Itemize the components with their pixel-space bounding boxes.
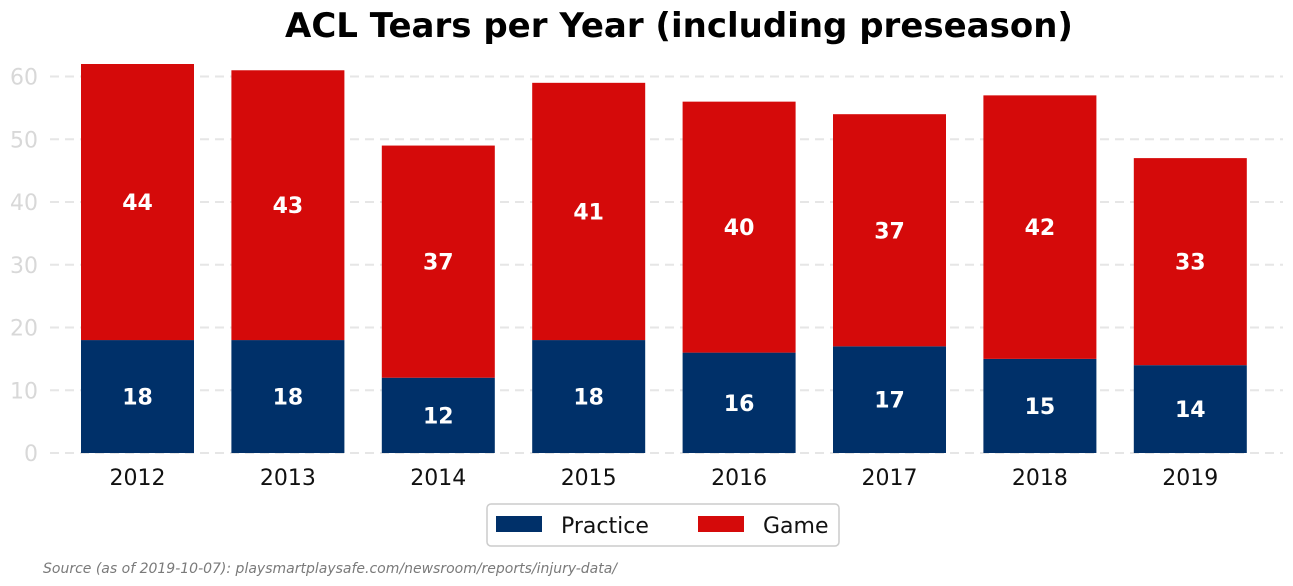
- x-axis: 2012 2013 2014 2015 2016 2017 2018 2019: [110, 466, 1219, 491]
- chart-title: ACL Tears per Year (including preseason): [285, 6, 1073, 46]
- bar-practice: [81, 340, 194, 453]
- x-tick-label: 2019: [1162, 466, 1218, 491]
- bar-value-label: 15: [1025, 395, 1056, 420]
- bar-value-label: 43: [273, 194, 304, 219]
- x-tick-label: 2012: [110, 466, 166, 491]
- y-tick-label: 10: [10, 379, 38, 404]
- y-tick-label: 30: [10, 254, 38, 279]
- legend-label-practice: Practice: [561, 514, 649, 539]
- bar-game: [1133, 158, 1247, 366]
- legend-swatch-game: [698, 516, 744, 532]
- y-tick-label: 60: [10, 66, 38, 91]
- x-tick-label: 2018: [1012, 466, 1068, 491]
- y-tick-label: 20: [10, 317, 38, 342]
- y-axis: 0 10 20 30 40 50 60: [10, 66, 38, 467]
- bar-game: [381, 145, 495, 378]
- legend: Practice Game: [486, 503, 840, 547]
- bar-value-label: 40: [724, 216, 755, 241]
- bar-value-label: 37: [423, 251, 454, 276]
- y-tick-label: 0: [24, 442, 38, 467]
- bar-game: [231, 70, 345, 341]
- legend-box: [486, 503, 840, 547]
- legend-label-game: Game: [763, 514, 829, 539]
- x-tick-label: 2014: [410, 466, 466, 491]
- bar-value-label: 18: [122, 386, 153, 411]
- bar-practice: [381, 377, 495, 453]
- source-note: Source (as of 2019-10-07): playsmartplay…: [43, 561, 618, 577]
- x-tick-label: 2017: [862, 466, 918, 491]
- bar-game: [532, 82, 646, 341]
- bar-value-label: 14: [1175, 398, 1206, 423]
- bar-game: [682, 101, 796, 353]
- bar-game: [81, 64, 194, 341]
- bar-value-label: 33: [1175, 251, 1206, 276]
- bar-practice: [231, 340, 345, 453]
- bars: 18 44 18 43 12 37 18 41 16 40 17 37 15 42 14 33: [81, 64, 1247, 453]
- bar-practice: [1133, 365, 1247, 453]
- bar-value-label: 17: [874, 389, 905, 414]
- y-tick-label: 50: [10, 128, 38, 153]
- bar-practice: [833, 346, 946, 453]
- bar-value-label: 12: [423, 404, 454, 429]
- bar-game: [983, 95, 1097, 359]
- bar-practice: [682, 352, 796, 453]
- bar-value-label: 44: [122, 191, 153, 216]
- bar-value-label: 37: [874, 219, 905, 244]
- bar-practice: [532, 340, 646, 453]
- bar-value-label: 41: [573, 200, 604, 225]
- bar-value-label: 18: [273, 386, 304, 411]
- y-tick-label: 40: [10, 191, 38, 216]
- x-tick-label: 2015: [561, 466, 617, 491]
- bar-value-label: 16: [724, 392, 755, 417]
- legend-swatch-practice: [496, 516, 542, 532]
- bar-game: [833, 114, 946, 347]
- bar-value-label: 42: [1025, 216, 1056, 241]
- bar-practice: [983, 358, 1097, 453]
- x-tick-label: 2016: [711, 466, 767, 491]
- x-tick-label: 2013: [260, 466, 316, 491]
- bar-value-label: 18: [573, 386, 604, 411]
